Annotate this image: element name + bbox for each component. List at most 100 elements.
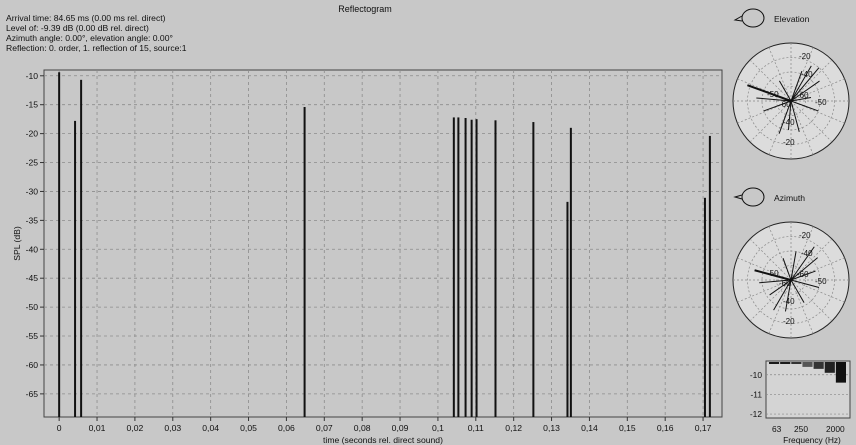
x-tick-label: 0,04 (202, 423, 219, 433)
polar-spoke (790, 100, 833, 143)
polar-spoke (768, 47, 792, 102)
x-tick-label: 0,13 (543, 423, 560, 433)
y-tick-label: -30 (26, 186, 39, 196)
x-axis-label: time (seconds rel. direct sound) (323, 435, 443, 445)
reflection-bar (532, 122, 535, 418)
reflection-direction-ray (790, 279, 805, 303)
y-tick-label: -20 (26, 129, 39, 139)
reflection-bar (566, 201, 569, 417)
reflection-direction-ray (790, 279, 820, 288)
y-axis-label: SPL (dB) (12, 226, 22, 261)
reflection-direction-ray (790, 100, 819, 112)
reflection-bar (74, 120, 77, 417)
polar-spoke (790, 226, 814, 281)
y-tick-label: -15 (26, 100, 39, 110)
x-tick-label: 0,12 (505, 423, 522, 433)
reflection-bar (303, 107, 306, 417)
x-tick-label: 0,1 (432, 423, 444, 433)
reflection-direction-ray (790, 96, 812, 102)
reflection-direction-ray (790, 70, 803, 102)
reflection-bar (80, 79, 83, 417)
polar-spoke (790, 100, 814, 155)
polar-spoke (737, 257, 792, 281)
x-tick-label: 0,07 (316, 423, 333, 433)
elevation-polar-plot: -20-40-50-60-60-50-40-20 (732, 42, 850, 160)
polar-spoke (790, 78, 845, 102)
polar-spoke (790, 279, 814, 334)
spectrum-bar (813, 362, 824, 369)
polar-tick-label: -60 (797, 91, 809, 100)
polar-tick-label: -50 (767, 269, 779, 278)
reflection-bar (703, 197, 706, 417)
polar-tick-label: -20 (783, 138, 795, 147)
arrival-time-text: Arrival time: 84.65 ms (0.00 ms rel. dir… (6, 13, 166, 23)
polar-ring (747, 57, 835, 145)
polar-spoke (790, 279, 845, 303)
spectrum-y-tick-label: -12 (750, 409, 762, 419)
reflection-direction-ray (790, 257, 818, 281)
x-tick-label: 0,15 (619, 423, 636, 433)
reflection-bar (457, 117, 460, 417)
y-tick-label: -35 (26, 215, 39, 225)
reflection-direction-ray (763, 100, 792, 112)
spectrum-bar (791, 362, 802, 364)
azimuth-polar-plot: -20-40-50 -60-60 -50-40-20 (732, 221, 850, 339)
spectrum-bar (780, 362, 791, 364)
x-tick-label: 0 (57, 423, 62, 433)
spectrum-x-axis-label: Frequency (Hz) (783, 435, 841, 445)
x-tick-label: 0,14 (581, 423, 598, 433)
x-tick-label: 0,06 (278, 423, 295, 433)
reflection-direction-ray (773, 279, 792, 311)
reflectogram-chart[interactable]: 0 0,01 0,02 0,03 0,04 0,05 0,06 0,07 0,08 0,09 0,1… (0, 0, 730, 445)
y-tick-label: -50 (26, 302, 39, 312)
y-tick-label: -45 (26, 273, 39, 283)
angle-text: Azimuth angle: 0.00°, elevation angle: 0… (6, 33, 173, 43)
polar-ring (747, 236, 835, 324)
polar-ring (776, 265, 806, 295)
reflection-direction-ray (759, 279, 792, 284)
y-tick-label: -60 (26, 360, 39, 370)
reflection-direction-ray (756, 97, 792, 102)
spectrum-x-tick-label: 2000 (826, 424, 845, 434)
reflection-direction-ray (790, 270, 816, 281)
y-tick-label: -40 (26, 244, 39, 254)
reflection-direction-ray (747, 84, 792, 102)
reflection-direction-ray (790, 67, 820, 102)
reflection-direction-ray (784, 279, 792, 312)
reflection-direction-ray (790, 65, 812, 102)
polar-tick-label: -50 (815, 277, 827, 286)
polar-spoke (790, 238, 833, 281)
polar-spoke (749, 279, 792, 322)
polar-spoke (790, 279, 833, 322)
polar-ring (776, 86, 806, 116)
polar-spoke (749, 100, 792, 143)
x-tick-label: 0,11 (468, 423, 484, 433)
elevation-label: Elevation (774, 14, 810, 24)
polar-spoke (749, 238, 792, 281)
polar-spoke (790, 59, 833, 102)
polar-tick-label: -60 (797, 270, 809, 279)
spectrum-bar (769, 362, 780, 364)
reflection-direction-ray (790, 246, 815, 281)
polar-spoke (749, 59, 792, 102)
polar-spoke (768, 279, 792, 334)
y-tick-label: -65 (26, 389, 39, 399)
y-tick-label: -25 (26, 158, 39, 168)
reflection-bar (464, 118, 467, 418)
x-tick-label: 0,17 (695, 423, 712, 433)
reflection-direction-ray (790, 100, 800, 132)
reflection-direction-ray (782, 258, 792, 281)
x-tick-label: 0,08 (354, 423, 371, 433)
reflection-direction-ray (790, 80, 820, 102)
polar-spoke (737, 279, 792, 303)
reflection-direction-ray (790, 251, 797, 281)
reflection-direction-ray (778, 80, 792, 102)
plot-area (43, 69, 723, 418)
spectrum-x-tick-label: 63 (772, 424, 782, 434)
level-text: Level of: -9.39 dB (0.00 dB rel. direct) (6, 23, 149, 33)
reflection-bar (494, 120, 497, 417)
polar-tick-label: -20 (799, 231, 811, 240)
reflection-order-text: Reflection: 0. order, 1. reflection of 1… (6, 43, 187, 53)
y-tick-label: -55 (26, 331, 39, 341)
